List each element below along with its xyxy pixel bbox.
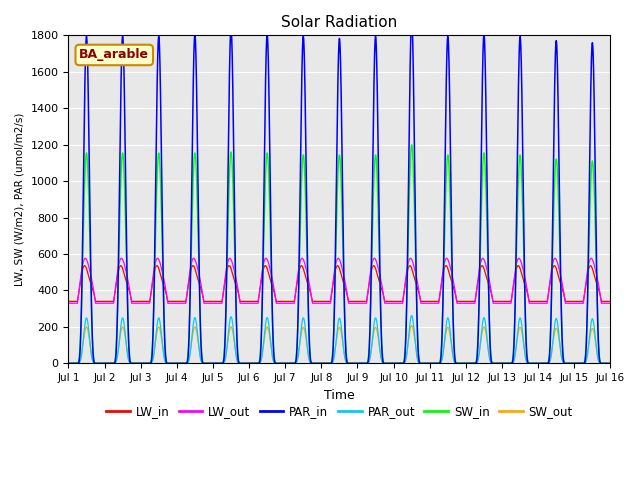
SW_out <box>607 360 614 366</box>
SW_in <box>408 142 415 148</box>
PAR_in <box>65 360 72 366</box>
LW_in <box>65 299 72 304</box>
SW_in <box>65 360 72 366</box>
PAR_in <box>321 360 329 366</box>
SW_out <box>577 360 585 366</box>
LW_out <box>584 266 591 272</box>
LW_in <box>584 270 591 276</box>
SW_out <box>461 360 468 366</box>
LW_out <box>443 255 451 261</box>
Y-axis label: LW, SW (W/m2), PAR (umol/m2/s): LW, SW (W/m2), PAR (umol/m2/s) <box>15 113 25 286</box>
LW_out <box>461 300 468 306</box>
SW_in <box>321 360 329 366</box>
PAR_out <box>476 345 484 350</box>
SW_out <box>321 360 329 366</box>
LW_out <box>249 300 257 306</box>
SW_out <box>408 323 415 328</box>
Line: SW_out: SW_out <box>68 325 611 363</box>
PAR_in <box>577 360 585 366</box>
LW_out <box>607 300 614 306</box>
PAR_out <box>584 350 591 356</box>
PAR_out <box>461 360 468 366</box>
PAR_out <box>577 360 585 366</box>
LW_in <box>577 299 585 304</box>
LW_in <box>478 263 486 268</box>
Line: LW_out: LW_out <box>68 258 611 303</box>
LW_out <box>577 300 585 306</box>
SW_in <box>476 265 484 271</box>
LW_out <box>476 263 484 268</box>
X-axis label: Time: Time <box>324 389 355 402</box>
Line: LW_in: LW_in <box>68 265 611 301</box>
PAR_in <box>476 247 484 252</box>
PAR_in <box>408 17 415 23</box>
PAR_out <box>408 312 415 318</box>
LW_out <box>321 300 329 306</box>
SW_out <box>249 360 257 366</box>
Line: PAR_in: PAR_in <box>68 20 611 363</box>
Text: BA_arable: BA_arable <box>79 48 149 61</box>
LW_in <box>249 299 257 304</box>
Line: PAR_out: PAR_out <box>68 315 611 363</box>
LW_in <box>476 267 484 273</box>
Legend: LW_in, LW_out, PAR_in, PAR_out, SW_in, SW_out: LW_in, LW_out, PAR_in, PAR_out, SW_in, S… <box>101 401 578 423</box>
SW_out <box>584 349 591 355</box>
PAR_out <box>249 360 257 366</box>
PAR_out <box>321 360 329 366</box>
SW_in <box>607 360 614 366</box>
PAR_in <box>461 360 468 366</box>
PAR_in <box>584 288 591 294</box>
Title: Solar Radiation: Solar Radiation <box>282 15 397 30</box>
PAR_in <box>607 360 614 366</box>
Line: SW_in: SW_in <box>68 145 611 363</box>
PAR_in <box>249 360 257 366</box>
SW_in <box>584 295 591 300</box>
LW_in <box>321 299 329 304</box>
SW_out <box>65 360 72 366</box>
SW_in <box>249 360 257 366</box>
SW_in <box>577 360 585 366</box>
PAR_out <box>65 360 72 366</box>
SW_in <box>461 360 468 366</box>
PAR_out <box>607 360 614 366</box>
LW_in <box>607 299 614 304</box>
LW_out <box>65 300 72 306</box>
SW_out <box>476 344 484 350</box>
LW_in <box>461 299 468 304</box>
